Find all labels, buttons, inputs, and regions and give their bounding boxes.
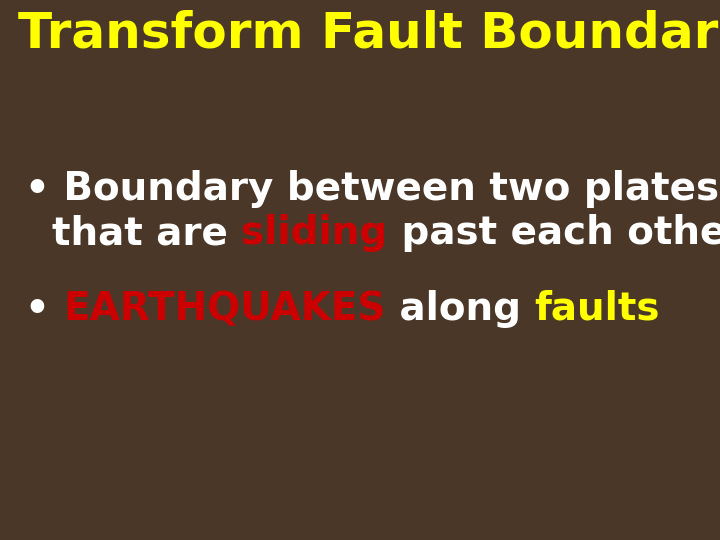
Text: sliding: sliding bbox=[241, 214, 387, 252]
Text: along: along bbox=[386, 290, 534, 328]
Text: faults: faults bbox=[534, 290, 660, 328]
Text: EARTHQUAKES: EARTHQUAKES bbox=[63, 290, 386, 328]
Text: •: • bbox=[25, 290, 63, 328]
Text: • Boundary between two plates: • Boundary between two plates bbox=[25, 170, 719, 208]
Text: that are: that are bbox=[25, 214, 241, 252]
Text: Transform Fault Boundaries: Transform Fault Boundaries bbox=[18, 10, 720, 58]
Text: past each other: past each other bbox=[387, 214, 720, 252]
